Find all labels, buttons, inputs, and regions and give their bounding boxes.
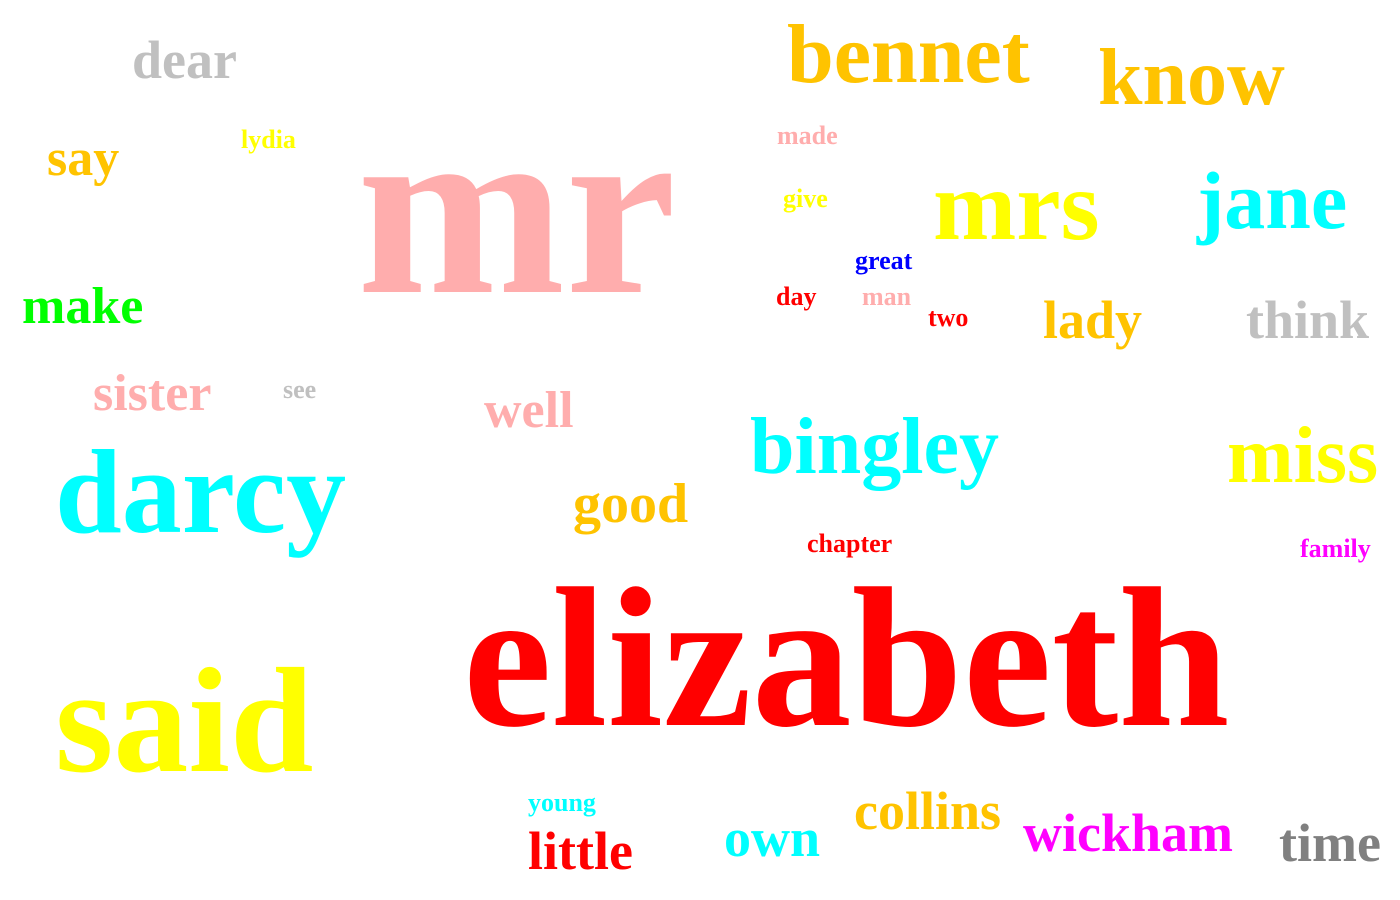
word-sister: sister [93,365,212,423]
word-man: man [862,282,912,312]
word-bingley: bingley [750,403,999,492]
word-mr: mr [357,69,677,347]
word-miss: miss [1227,412,1379,501]
word-wickham: wickham [1023,803,1234,864]
word-collins: collins [854,781,1002,842]
word-lydia: lydia [241,125,296,155]
word-darcy: darcy [55,424,347,558]
word-think: think [1246,290,1370,351]
word-dear: dear [132,30,237,91]
word-said: said [55,638,314,805]
word-say: say [47,130,120,188]
word-own: own [724,808,821,869]
word-great: great [855,246,913,276]
word-well: well [484,382,574,440]
word-see: see [283,375,317,405]
word-know: know [1098,34,1285,123]
word-jane: jane [1197,154,1348,246]
word-little: little [528,821,633,882]
word-family: family [1300,534,1371,564]
word-give: give [783,184,828,214]
word-young: young [528,788,596,818]
word-two: two [928,303,969,333]
word-make: make [22,278,144,336]
word-made: made [777,121,838,151]
word-chapter: chapter [807,529,893,559]
word-time: time [1279,813,1381,874]
word-mrs: mrs [933,149,1100,261]
word-elizabeth: elizabeth [463,548,1230,769]
word-bennet: bennet [787,8,1030,102]
word-lady: lady [1043,290,1143,351]
word-good: good [573,472,689,535]
word-day: day [776,282,817,312]
